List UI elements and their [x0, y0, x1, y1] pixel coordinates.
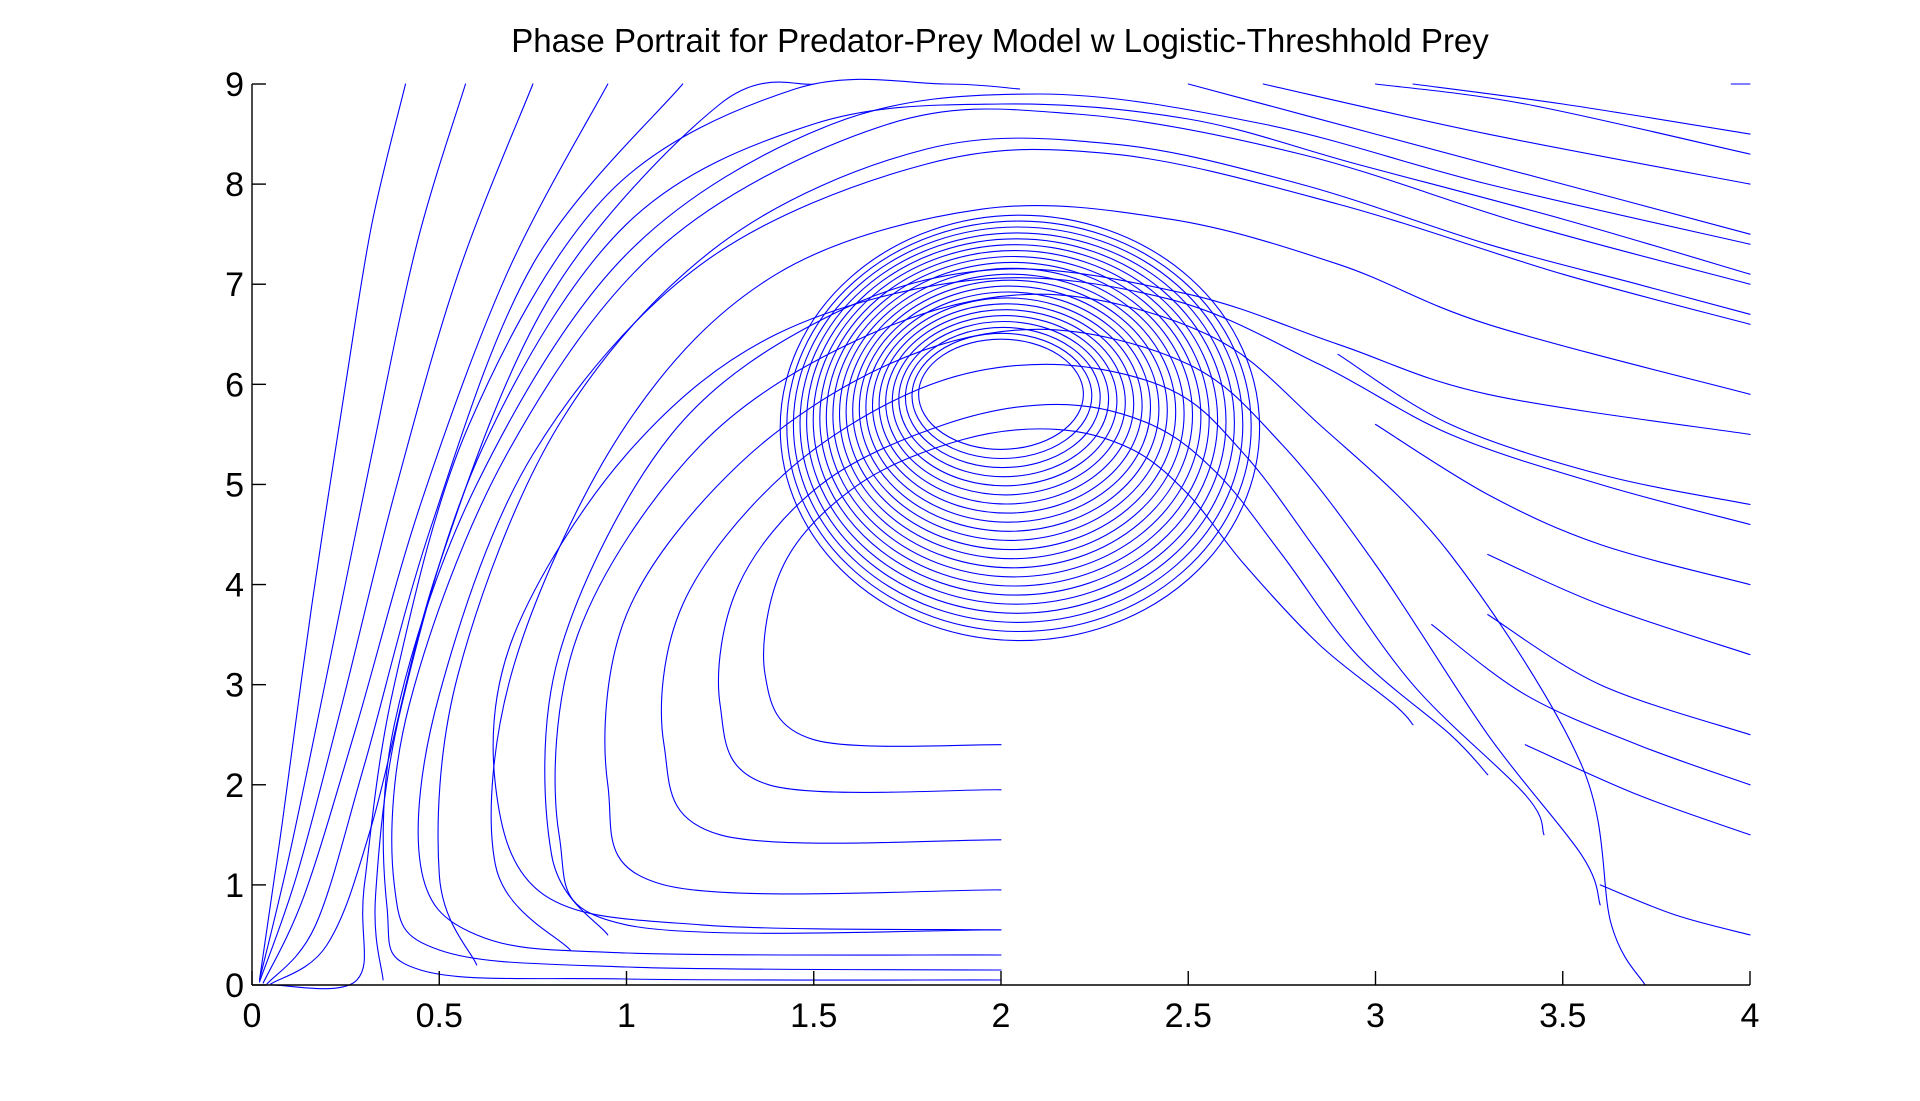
y-tick-label: 4: [225, 567, 244, 605]
trajectory-line: [417, 148, 1751, 956]
center-orbit: [825, 255, 1202, 578]
y-tick-group: 0 1 2 3 4 5 6 7 8 9: [225, 66, 266, 1005]
center-orbit: [806, 238, 1227, 605]
trajectory-line: [660, 363, 1545, 844]
center-orbit: [911, 332, 1093, 460]
y-tick-label: 2: [225, 767, 244, 805]
trajectory-line: [437, 137, 1751, 966]
center-orbit: [885, 309, 1126, 496]
x-tick-label: 2: [992, 997, 1011, 1035]
center-orbit: [832, 261, 1194, 569]
center-orbit: [898, 320, 1110, 478]
x-tick-label: 4: [1741, 997, 1760, 1035]
y-tick-label: 9: [225, 66, 244, 104]
center-orbit: [891, 315, 1118, 487]
trajectory-line: [1487, 553, 1751, 656]
trajectory-line: [1187, 83, 1751, 235]
trajectory-line: [374, 103, 1751, 981]
x-tick-label: 1: [617, 997, 636, 1035]
trajectory-line: [382, 93, 1751, 981]
y-tick-label: 8: [225, 166, 244, 204]
x-tick-label: 3: [1366, 997, 1385, 1035]
center-orbit: [904, 326, 1101, 469]
center-orbit: [858, 285, 1160, 532]
trajectory-line: [1374, 83, 1751, 155]
center-orbit: [799, 232, 1235, 614]
trajectory-group: [258, 78, 1751, 990]
x-tick-label: 1.5: [790, 997, 837, 1035]
trajectory-line: [1599, 884, 1751, 936]
center-orbit: [792, 226, 1244, 623]
x-tick-label: 0: [243, 997, 262, 1035]
trajectory-line: [763, 428, 1414, 747]
trajectory-line: [262, 83, 609, 984]
trajectory-line: [490, 204, 1751, 951]
trajectory-line: [258, 83, 467, 981]
trajectory-line: [270, 78, 1021, 990]
trajectory-line: [391, 108, 1751, 971]
center-orbit: [852, 279, 1168, 541]
center-orbit: [838, 267, 1185, 560]
trajectory-line: [266, 83, 684, 985]
trajectory-line: [1412, 83, 1751, 135]
y-tick-label: 5: [225, 466, 244, 504]
y-tick-label: 6: [225, 366, 244, 404]
center-orbit: [865, 291, 1152, 523]
x-tick-label: 3.5: [1539, 997, 1586, 1035]
y-tick-label: 7: [225, 266, 244, 304]
trajectory-line: [1262, 83, 1751, 185]
trajectory-line: [270, 81, 815, 985]
center-orbit: [845, 273, 1177, 551]
center-orbit: [779, 214, 1261, 642]
center-orbit: [878, 303, 1135, 505]
trajectory-line: [718, 403, 1489, 793]
trajectory-line: [1524, 744, 1751, 836]
y-tick-label: 1: [225, 867, 244, 905]
y-tick-label: 3: [225, 667, 244, 705]
trajectory-line: [258, 83, 407, 981]
center-orbit: [871, 297, 1143, 514]
trajectory-line: [1374, 423, 1751, 586]
trajectory-line: [554, 293, 1646, 986]
trajectory-line: [1337, 353, 1751, 506]
center-orbit: [812, 244, 1219, 596]
x-tick-label: 2.5: [1165, 997, 1212, 1035]
trajectory-line: [604, 328, 1601, 906]
trajectory-line: [492, 277, 1751, 931]
trajectory-line: [258, 83, 534, 983]
y-tick-label: 0: [225, 967, 244, 1005]
trajectory-line: [1487, 614, 1751, 736]
center-orbit: [918, 338, 1084, 450]
trajectory-line: [1431, 624, 1751, 786]
axes-group: 0 0.5 1 1.5 2 2.5 3 3.5 4 0 1 2 3 4 5 6 7 8 9: [225, 66, 1759, 1035]
x-tick-group: 0 0.5 1 1.5 2 2.5 3 3.5 4: [243, 971, 1760, 1035]
center-orbit: [786, 220, 1252, 633]
trajectory-line: [544, 268, 1751, 936]
center-orbit: [819, 250, 1210, 587]
x-tick-label: 0.5: [416, 997, 463, 1035]
chart-title: Phase Portrait for Predator-Prey Model w…: [511, 22, 1489, 59]
